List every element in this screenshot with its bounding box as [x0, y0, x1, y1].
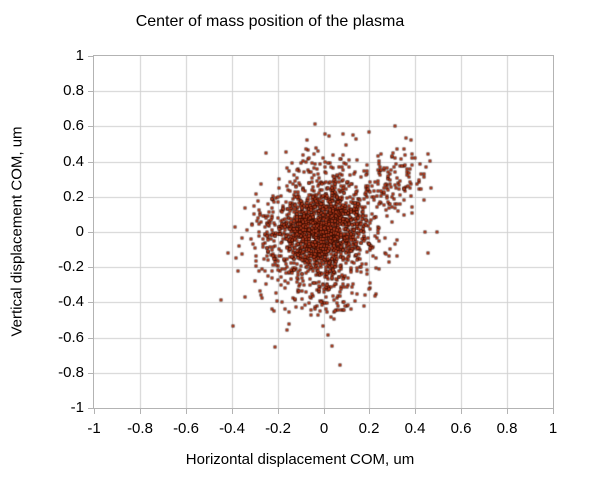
- x-tick-label: 0.4: [404, 420, 426, 437]
- x-tick-mark: [324, 409, 325, 414]
- x-tick-mark: [232, 409, 233, 414]
- y-tick-mark: [88, 232, 93, 233]
- y-tick-label: 1: [75, 47, 84, 64]
- x-tick-label: -0.6: [173, 420, 199, 437]
- x-tick-mark: [461, 409, 462, 414]
- y-axis-title: Vertical displacement COM, um: [8, 126, 26, 337]
- y-tick-label: 0.8: [63, 82, 84, 99]
- x-tick-label: -0.2: [265, 420, 291, 437]
- y-tick-label: -0.4: [58, 293, 84, 310]
- x-tick-mark: [186, 409, 187, 414]
- x-tick-mark: [94, 409, 95, 414]
- x-tick-mark: [369, 409, 370, 414]
- chart-title: Center of mass position of the plasma: [135, 13, 405, 30]
- y-tick-mark: [88, 91, 93, 92]
- y-tick-label: 0.4: [63, 153, 84, 170]
- x-tick-label: 0.6: [450, 420, 472, 437]
- x-tick-mark: [278, 409, 279, 414]
- y-tick-mark: [88, 197, 93, 198]
- y-tick-mark: [88, 267, 93, 268]
- y-tick-label: 0: [75, 223, 84, 240]
- x-tick-label: 1: [548, 420, 558, 437]
- y-tick-mark: [88, 302, 93, 303]
- x-tick-label: 0.8: [496, 420, 518, 437]
- y-tick-label: -1: [70, 399, 84, 416]
- x-tick-mark: [507, 409, 508, 414]
- scatter-canvas: [94, 56, 553, 408]
- x-tick-label: -0.4: [219, 420, 245, 437]
- plot-area: [93, 55, 554, 409]
- x-tick-label: -1: [87, 420, 101, 437]
- y-tick-mark: [88, 373, 93, 374]
- x-tick-mark: [415, 409, 416, 414]
- x-tick-label: 0: [319, 420, 329, 437]
- y-tick-mark: [88, 338, 93, 339]
- x-tick-mark: [553, 409, 554, 414]
- y-tick-label: -0.2: [58, 258, 84, 275]
- x-tick-mark: [140, 409, 141, 414]
- x-axis-title: Horizontal displacement COM, um: [185, 451, 415, 468]
- x-tick-label: -0.8: [127, 420, 153, 437]
- y-tick-label: -0.8: [58, 364, 84, 381]
- y-tick-mark: [88, 162, 93, 163]
- y-tick-mark: [88, 126, 93, 127]
- y-tick-mark: [88, 56, 93, 57]
- y-tick-label: -0.6: [58, 329, 84, 346]
- x-tick-label: 0.2: [358, 420, 380, 437]
- y-tick-label: 0.6: [63, 117, 84, 134]
- y-tick-label: 0.2: [63, 188, 84, 205]
- y-tick-mark: [88, 408, 93, 409]
